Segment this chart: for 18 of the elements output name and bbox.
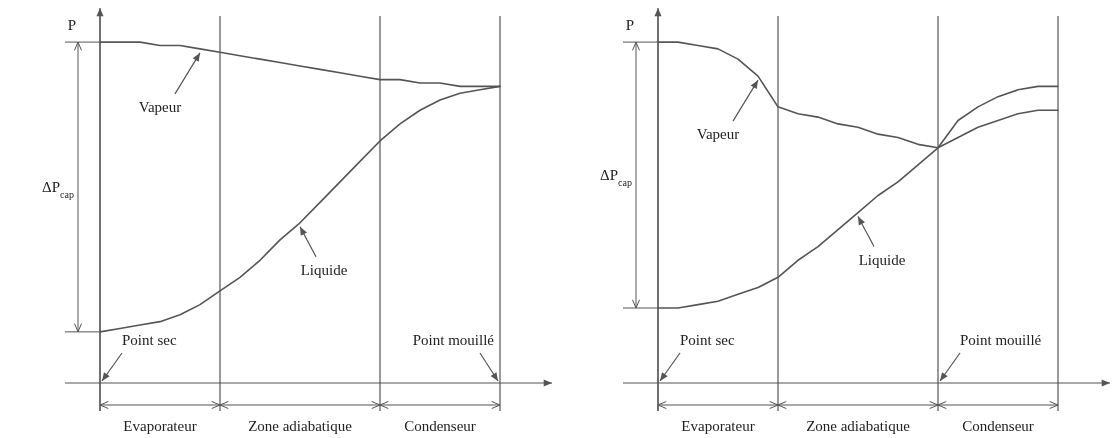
text: Vapeur xyxy=(696,126,740,143)
annotation: Point mouillé xyxy=(412,332,495,348)
text: Condenseur xyxy=(404,418,476,434)
annotation: Point sec xyxy=(680,332,735,348)
y-axis-title: P xyxy=(625,17,635,33)
annotation: Point sec xyxy=(122,332,177,348)
text: ΔP$_{cap}$ xyxy=(42,178,74,200)
text: Vapeur xyxy=(138,98,182,115)
text: Condenseur xyxy=(962,418,1034,434)
y-axis-title: P xyxy=(67,17,77,33)
text: Evaporateur xyxy=(681,418,755,434)
text: Zone adiabatique xyxy=(248,418,353,434)
legend-label: Liquide xyxy=(300,261,348,278)
text: Evaporateur xyxy=(123,418,197,434)
text: ΔP$_{cap}$ xyxy=(600,167,632,188)
text: Zone adiabatique xyxy=(806,418,911,434)
annotation: Point mouillé xyxy=(960,332,1042,348)
legend-label: Liquide xyxy=(858,251,906,268)
